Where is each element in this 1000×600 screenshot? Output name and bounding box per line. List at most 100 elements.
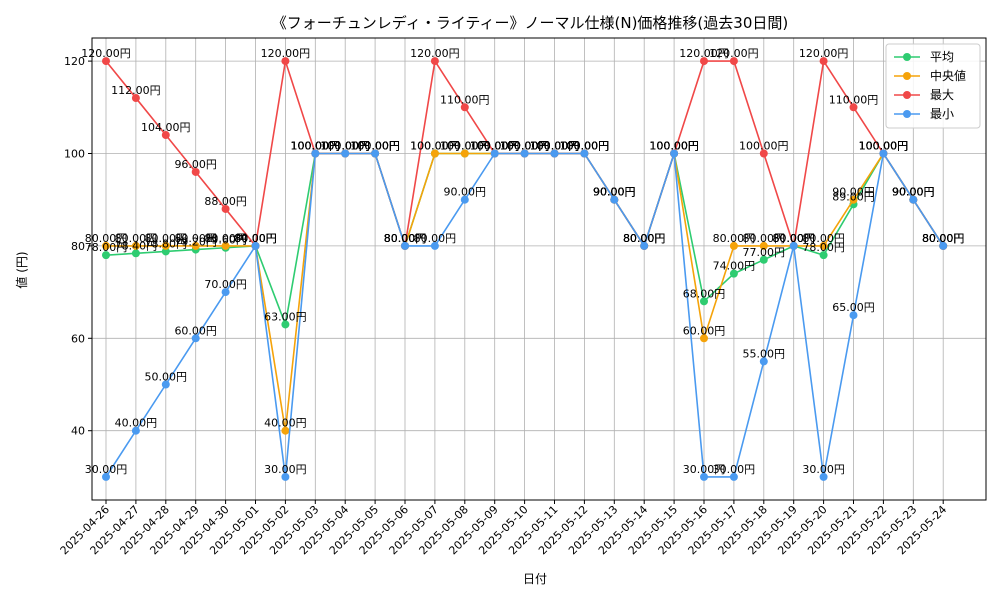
data-label: 100.00円: [739, 140, 789, 153]
data-point: [819, 57, 828, 66]
data-point: [161, 247, 170, 256]
data-label: 112.00円: [111, 84, 161, 97]
data-label: 80.00円: [623, 232, 666, 245]
data-point: [191, 334, 200, 343]
data-label: 100.00円: [500, 140, 550, 153]
data-label: 78.40円: [115, 239, 158, 252]
data-label: 70.00円: [204, 278, 247, 291]
data-point: [430, 149, 439, 158]
data-label: 100.00円: [560, 140, 610, 153]
data-label: 100.00円: [291, 140, 341, 153]
data-label: 80.00円: [623, 232, 666, 245]
legend-swatch-marker: [903, 110, 911, 118]
data-point: [700, 297, 708, 306]
data-label: 100.00円: [291, 140, 341, 153]
data-label: 77.00円: [743, 246, 786, 259]
data-point: [221, 241, 230, 250]
data-label: 78.00円: [85, 241, 128, 254]
data-label: 100.00円: [470, 140, 520, 153]
data-point: [221, 288, 230, 297]
data-point: [670, 149, 679, 158]
data-point: [759, 241, 768, 250]
data-label: 100.00円: [500, 140, 550, 153]
data-label: 79.20円: [174, 236, 217, 249]
data-label: 100.00円: [350, 140, 400, 153]
data-label: 74.00円: [713, 260, 756, 273]
data-label: 80.00円: [414, 232, 457, 245]
data-point: [102, 251, 110, 260]
data-point: [490, 149, 499, 158]
data-label: 60.00円: [174, 324, 217, 337]
data-point: [131, 426, 140, 435]
y-tick-label: 60: [71, 332, 85, 345]
data-label: 110.00円: [829, 93, 879, 106]
data-label: 65.00円: [832, 301, 875, 314]
data-label: 100.00円: [320, 140, 370, 153]
data-label: 100.00円: [350, 140, 400, 153]
data-point: [849, 103, 858, 112]
data-label: 80.00円: [174, 232, 217, 245]
data-label: 80.00円: [234, 232, 277, 245]
data-label: 96.00円: [174, 158, 217, 171]
data-label: 100.00円: [410, 140, 460, 153]
data-label: 100.00円: [470, 140, 520, 153]
data-label: 104.00円: [141, 121, 191, 134]
data-label: 88.00円: [204, 195, 247, 208]
data-label: 100.00円: [530, 140, 580, 153]
x-axis-label: 日付: [523, 572, 547, 586]
data-label: 30.00円: [683, 463, 726, 476]
data-label: 80.00円: [713, 232, 756, 245]
data-label: 80.00円: [623, 232, 666, 245]
data-point: [371, 149, 380, 158]
data-label: 30.00円: [264, 463, 307, 476]
data-point: [640, 241, 649, 250]
data-label: 120.00円: [410, 47, 460, 60]
data-point: [430, 241, 439, 250]
data-point: [729, 269, 738, 278]
data-label: 120.00円: [679, 47, 729, 60]
data-label: 80.00円: [772, 232, 815, 245]
data-label: 100.00円: [500, 140, 550, 153]
data-label: 100.00円: [649, 140, 699, 153]
data-label: 120.00円: [81, 47, 131, 60]
data-point: [161, 241, 170, 250]
data-label: 80.00円: [384, 232, 427, 245]
data-label: 55.00円: [743, 347, 786, 360]
data-label: 100.00円: [649, 140, 699, 153]
data-label: 90.00円: [892, 186, 935, 199]
data-label: 80.00円: [922, 232, 965, 245]
data-label: 80.00円: [115, 232, 158, 245]
data-point: [819, 241, 828, 250]
data-point: [759, 255, 768, 264]
data-label: 100.00円: [859, 140, 909, 153]
y-tick-label: 120: [64, 55, 85, 68]
plot-frame: [91, 37, 987, 501]
data-label: 100.00円: [440, 140, 490, 153]
data-point: [281, 426, 290, 435]
data-point: [281, 320, 290, 329]
axis-ticks: 4060801001202025-04-262025-04-272025-04-…: [58, 55, 950, 557]
data-label: 40.00円: [115, 417, 158, 430]
data-label: 60.00円: [683, 324, 726, 337]
data-point: [401, 241, 409, 250]
data-label: 79.60円: [204, 234, 247, 247]
data-point: [102, 472, 110, 481]
data-label: 90.00円: [444, 186, 487, 199]
data-label: 80.00円: [623, 232, 666, 245]
data-label: 120.00円: [261, 47, 311, 60]
y-tick-label: 80: [71, 240, 85, 253]
data-label: 80.00円: [234, 232, 277, 245]
data-label: 100.00円: [530, 140, 580, 153]
legend-box: [885, 43, 981, 129]
data-label: 50.00円: [145, 371, 188, 384]
data-label: 100.00円: [560, 140, 610, 153]
data-label: 90.00円: [593, 186, 636, 199]
data-point: [161, 380, 170, 389]
data-label: 30.00円: [713, 463, 756, 476]
legend-label: 平均: [930, 50, 954, 64]
data-label: 30.00円: [85, 463, 128, 476]
legend-label: 最小: [930, 107, 954, 121]
data-label: 100.00円: [530, 140, 580, 153]
